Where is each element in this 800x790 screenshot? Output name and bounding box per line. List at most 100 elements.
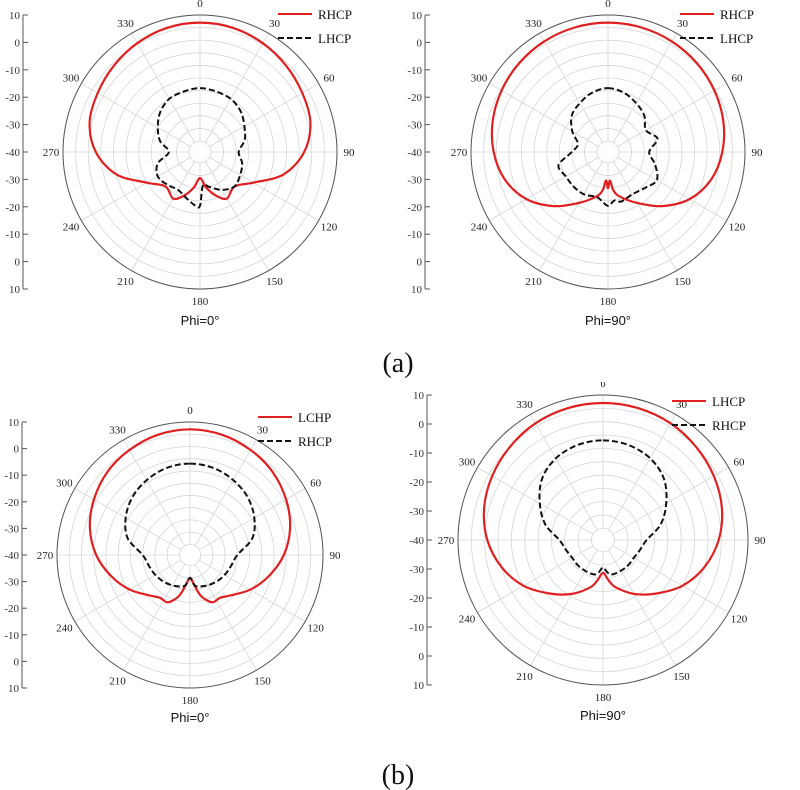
angle-label-210: 210 [109, 676, 126, 688]
grid-spoke [194, 564, 257, 671]
radial-tick-label: 10 [413, 390, 425, 402]
grid-spoke [131, 33, 195, 143]
grid-spoke [608, 549, 676, 666]
grid-ring [591, 528, 616, 553]
radial-tick-label: 0 [419, 651, 425, 663]
chart-caption: Phi=0° [171, 710, 210, 725]
grid-spoke [477, 545, 594, 613]
angle-label-60: 60 [324, 73, 336, 85]
legend-label-lhcp: LHCP [318, 31, 351, 46]
outer-ring [457, 394, 749, 686]
angle-label-210: 210 [525, 276, 542, 288]
angle-label-270: 270 [43, 147, 60, 159]
grid-spoke [123, 439, 186, 546]
grid-spoke [205, 161, 269, 271]
radial-tick-label: -10 [5, 229, 20, 241]
polar-chart-2: 0 30 60 90 120 150 180 210 240 270 300 330 10 0 -10 -20… [4, 405, 341, 725]
grid-spoke [81, 157, 191, 221]
radial-tick-label: 0 [14, 656, 20, 668]
series-line-lhcp [557, 87, 659, 207]
radial-tick-label: -10 [4, 630, 19, 642]
angle-label-180: 180 [595, 692, 612, 704]
grid-spoke [608, 414, 676, 531]
grid-spoke [613, 161, 677, 271]
grid-spoke [612, 467, 729, 535]
angle-label-60: 60 [733, 457, 745, 469]
radial-tick-label: -20 [409, 593, 424, 605]
angle-label-270: 270 [37, 550, 54, 562]
radial-tick-label: 0 [14, 444, 20, 456]
angle-label-150: 150 [266, 276, 283, 288]
radial-tick-label: -30 [4, 523, 19, 535]
angle-label-υ: υ [600, 378, 606, 390]
angle-label-240: 240 [56, 623, 73, 635]
angle-label-330: 330 [516, 399, 533, 411]
angle-label-60: 60 [310, 478, 322, 490]
angle-label-0: 0 [187, 405, 193, 417]
angle-label-0: 0 [605, 0, 611, 10]
angle-label-150: 150 [673, 671, 690, 683]
radial-tick-label: -20 [4, 497, 19, 509]
grid-ring [596, 140, 620, 164]
angle-label-120: 120 [321, 222, 338, 234]
legend-label-lhcp: LHCP [712, 394, 745, 409]
outer-ring [56, 421, 324, 689]
grid-spoke [530, 414, 598, 531]
legend-label-rhcp: RHCP [712, 418, 746, 433]
grid-spoke [617, 157, 727, 221]
grid-spoke [205, 33, 269, 143]
radial-tick-label: -10 [409, 622, 424, 634]
radial-tick-label: -30 [407, 174, 422, 186]
legend-label-rhcp: RHCP [318, 7, 352, 22]
radial-tick-label: -20 [409, 477, 424, 489]
series-line-rhcp [124, 462, 256, 588]
grid-spoke [81, 83, 191, 147]
series-line-rhcp [490, 21, 726, 208]
radial-tick-label: -20 [5, 92, 20, 104]
angle-label-300: 300 [459, 457, 476, 469]
legend-label-lchp: LCHP [298, 410, 331, 425]
angle-label-330: 330 [525, 18, 542, 30]
radial-tick-label: -40 [4, 550, 19, 562]
angle-label-300: 300 [56, 478, 73, 490]
radial-tick-label: 0 [15, 37, 21, 49]
polar-chart-3: υ 30 60 90 120 150 180 210 240 270 300 330 10 0 -10 -20… [409, 378, 766, 723]
series-line-lhcp [155, 87, 247, 209]
chart-caption: Phi=0° [181, 313, 220, 328]
angle-label-0: 0 [197, 0, 203, 10]
radial-tick-label: 0 [417, 257, 423, 269]
radial-tick-label: -10 [409, 448, 424, 460]
grid-spoke [539, 161, 603, 271]
legend-label-rhcp: RHCP [298, 434, 332, 449]
radial-tick-label: -20 [4, 603, 19, 615]
radial-tick-label: 10 [413, 680, 425, 692]
series-line-rhcp [88, 21, 312, 201]
grid-spoke [489, 83, 599, 147]
radial-tick-label: -30 [407, 120, 422, 132]
angle-label-30: 30 [269, 18, 281, 30]
radial-tick-label: -40 [409, 535, 424, 547]
angle-label-150: 150 [254, 676, 271, 688]
series-line-lhcp [482, 401, 724, 596]
grid-ring [178, 543, 202, 567]
outer-ring [470, 14, 746, 290]
grid-spoke [617, 83, 727, 147]
angle-label-30: 30 [257, 424, 269, 436]
angle-label-210: 210 [117, 276, 134, 288]
radial-tick-label: 10 [8, 683, 20, 695]
outer-ring [62, 14, 338, 290]
radial-tick-label: 10 [411, 10, 423, 22]
angle-label-240: 240 [63, 222, 80, 234]
grid-spoke [530, 549, 598, 666]
grid-spoke [489, 157, 599, 221]
angle-label-120: 120 [731, 614, 748, 626]
radial-tick-label: -30 [409, 506, 424, 518]
angle-label-330: 330 [117, 18, 134, 30]
grid-spoke [194, 439, 257, 546]
radial-tick-label: -10 [407, 229, 422, 241]
radial-tick-label: -20 [407, 202, 422, 214]
radial-tick-label: 10 [411, 284, 423, 296]
angle-label-240: 240 [459, 614, 476, 626]
grid-spoke [612, 545, 729, 613]
